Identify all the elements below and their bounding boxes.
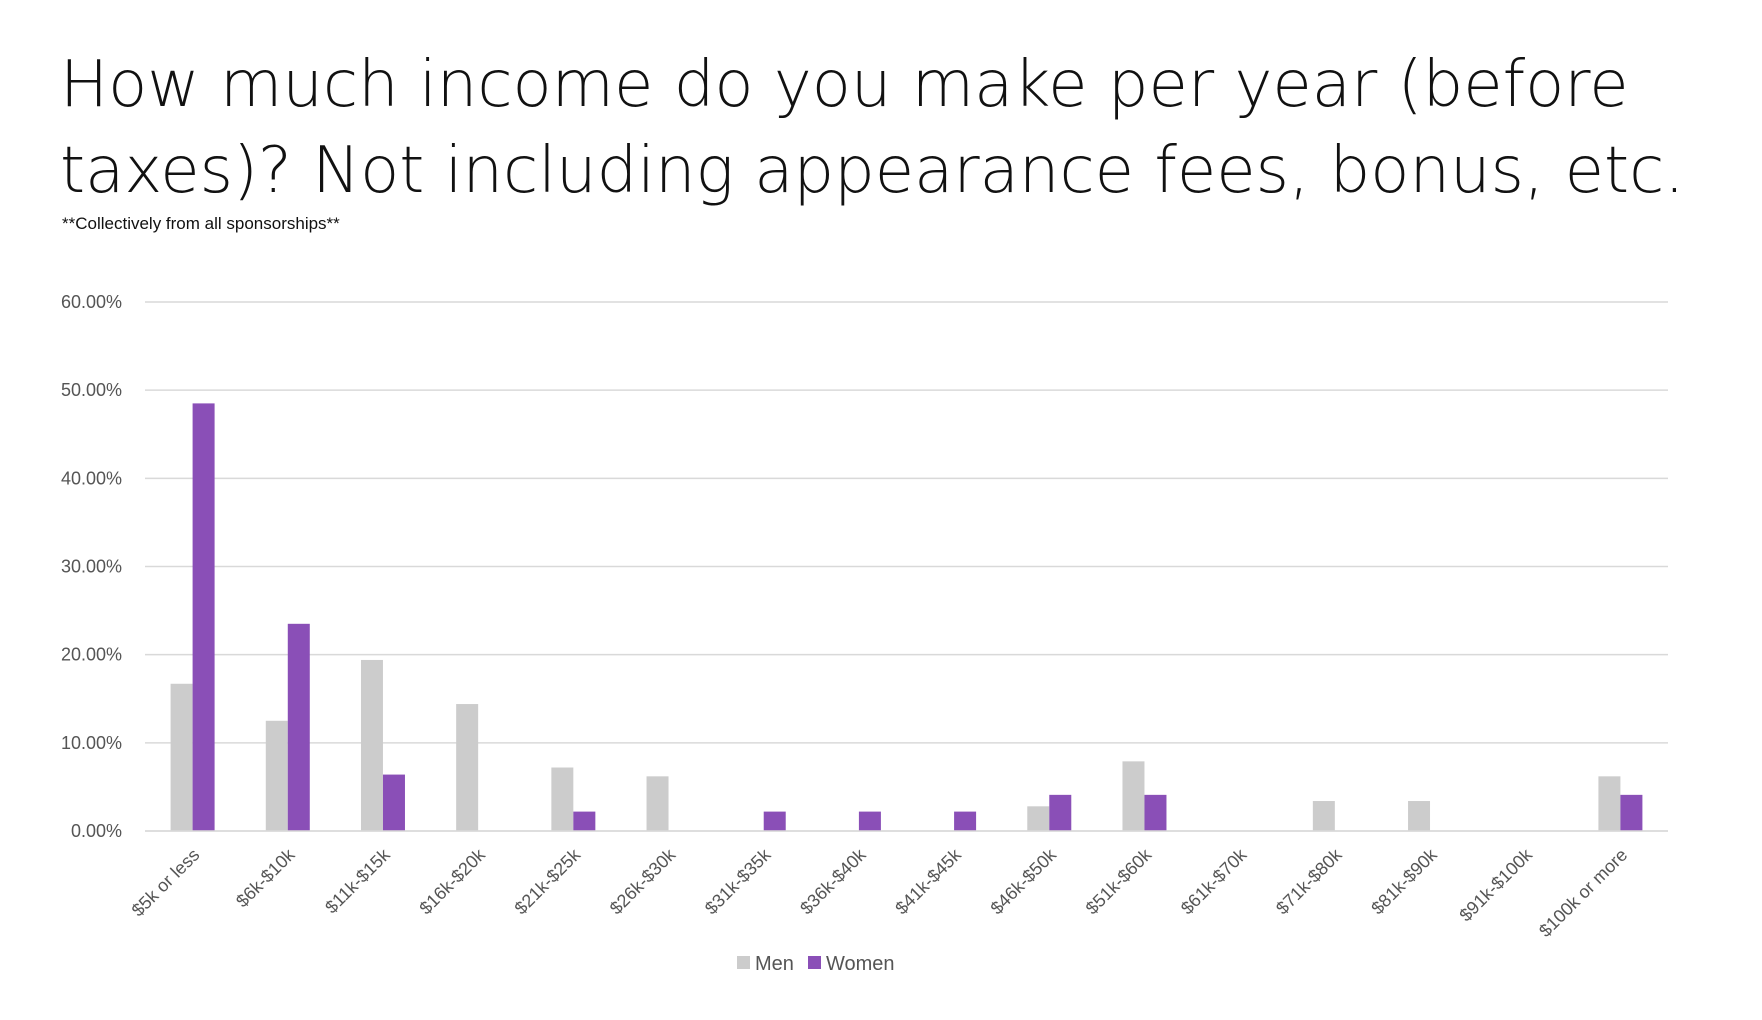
category-label: $11k-$15k <box>321 844 394 917</box>
bar-men <box>265 720 288 831</box>
category-label: $16k-$20k <box>415 844 489 918</box>
category-label: $100k or more <box>1535 845 1631 941</box>
y-axis-ticks: 0.00% 10.00% 20.00% 30.00% 40.00% 50.00% 60.00… <box>61 292 122 841</box>
category-label: $61k-$70k <box>1177 844 1251 918</box>
bar-women <box>858 811 881 831</box>
legend-label-men: Men <box>755 953 794 975</box>
x-axis-labels: $5k or less $6k-$10k $11k-$15k $16k-$20k $21… <box>128 844 1632 941</box>
bar-men <box>456 704 479 831</box>
y-tick-label: 60.00% <box>61 292 122 312</box>
category-label: $31k-$35k <box>701 844 775 918</box>
bar-men <box>1122 761 1145 831</box>
bar-women <box>763 811 786 831</box>
legend-swatch-women <box>808 956 821 969</box>
y-tick-label: 10.00% <box>61 733 122 753</box>
category-label: $91k-$100k <box>1455 844 1536 925</box>
bar-men <box>551 767 574 831</box>
category-label: $51k-$60k <box>1082 844 1156 918</box>
bar-men <box>170 683 193 831</box>
category-label: $46k-$50k <box>987 844 1061 918</box>
legend-swatch-men <box>737 956 750 969</box>
bars <box>145 403 1668 832</box>
bar-men <box>646 776 669 831</box>
category-label: $21k-$25k <box>511 844 585 918</box>
category-label: $36k-$40k <box>796 844 870 918</box>
bar-women <box>287 623 310 831</box>
legend-label-women: Women <box>826 953 895 975</box>
bar-women <box>382 774 405 831</box>
y-tick-label: 20.00% <box>61 645 122 665</box>
chart-subtitle: **Collectively from all sponsorships** <box>62 214 340 233</box>
y-tick-label: 40.00% <box>61 468 122 488</box>
chart-title: How much income do you make per year (be… <box>60 48 1685 208</box>
bar-women <box>1144 794 1167 831</box>
bar-women <box>192 403 215 831</box>
category-label: $5k or less <box>128 845 204 921</box>
bar-women <box>1620 794 1643 831</box>
category-label: $6k-$10k <box>232 844 299 911</box>
bar-women <box>1049 794 1072 831</box>
bar-men <box>1408 801 1431 831</box>
bar-men <box>1312 801 1335 831</box>
bar-men <box>1027 806 1050 831</box>
bar-men <box>360 659 383 831</box>
category-label: $26k-$30k <box>606 844 680 918</box>
y-tick-label: 0.00% <box>71 821 122 841</box>
bar-men <box>1598 776 1621 831</box>
category-label: $81k-$90k <box>1367 844 1441 918</box>
y-tick-label: 50.00% <box>61 380 122 400</box>
y-tick-label: 30.00% <box>61 557 122 577</box>
category-label: $41k-$45k <box>891 844 965 918</box>
bar-women <box>573 811 596 831</box>
category-label: $71k-$80k <box>1272 844 1346 918</box>
legend: Men Women <box>737 953 895 975</box>
bar-women <box>954 811 977 831</box>
